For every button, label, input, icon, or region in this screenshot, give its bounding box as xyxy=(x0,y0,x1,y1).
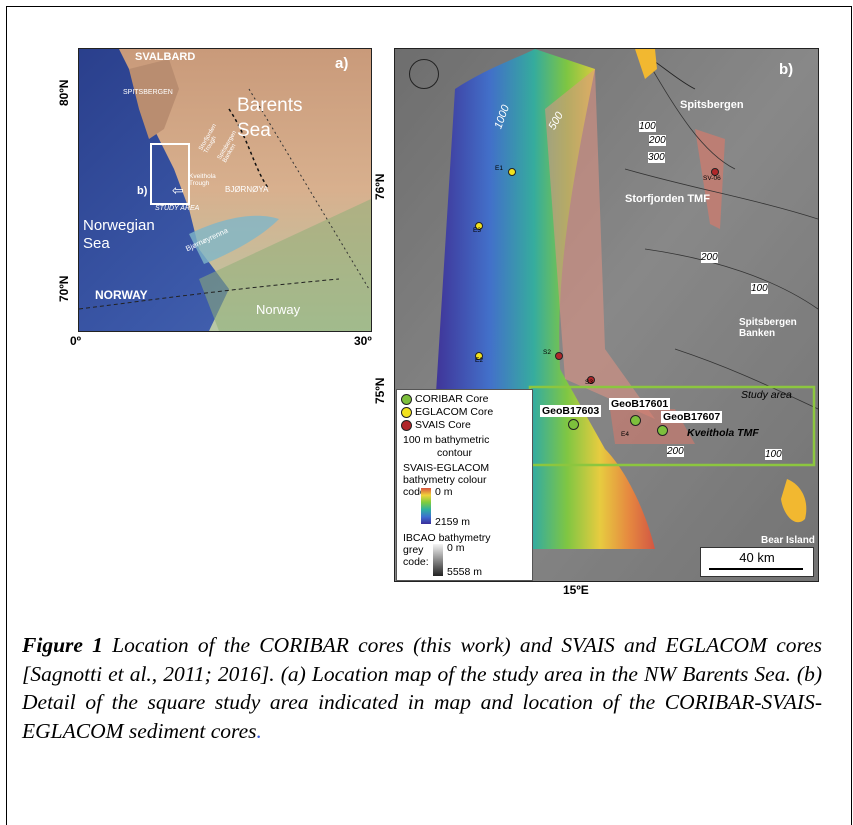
svais-core-marker xyxy=(555,347,563,365)
map-b-kveithola-tmf: Kveithola TMF xyxy=(687,427,759,439)
arrow-left-icon: ⇦ xyxy=(172,182,184,198)
map-a-panel-label: a) xyxy=(335,55,349,72)
core-label: S3 xyxy=(585,379,593,386)
figure-caption: Figure 1 Location of the CORIBAR cores (… xyxy=(22,631,822,745)
contour-label: 200 xyxy=(701,252,718,263)
map-a-terrain xyxy=(79,49,371,331)
figure-label: Figure 1 xyxy=(22,633,103,657)
map-b-lon-15: 15ºE xyxy=(563,583,589,597)
legend-contour-2: contour xyxy=(437,447,473,459)
legend-svais-title-1: SVAIS-EGLACOM xyxy=(403,462,490,474)
contour-label: 300 xyxy=(648,152,665,163)
map-b-panel-label: b) xyxy=(779,61,794,78)
core-label: E3 xyxy=(473,227,481,234)
core-label: E4 xyxy=(621,431,629,438)
legend-svais: SVAIS Core xyxy=(401,419,471,431)
geob-label: GeoB17603 xyxy=(540,405,602,417)
scale-line xyxy=(709,568,803,570)
map-b-study-area: Study area xyxy=(741,389,792,401)
compass-rose-icon xyxy=(409,59,439,89)
map-b-lat-76: 76ºN xyxy=(373,173,387,200)
legend-svais-title-2: bathymetry colour xyxy=(403,474,487,486)
contour-label: 100 xyxy=(751,283,768,294)
map-a-norwegian-sea: Norwegian Sea xyxy=(83,217,155,252)
svais-core-marker xyxy=(587,371,595,389)
map-b-storfjorden-tmf: Storfjorden TMF xyxy=(625,193,710,205)
legend-contour-1: 100 m bathymetric xyxy=(403,434,490,446)
core-label: S2 xyxy=(543,349,551,356)
coribar-core-marker xyxy=(630,413,641,431)
map-a-spitsbergen: SPITSBERGEN xyxy=(123,89,173,96)
geob-label: GeoB17607 xyxy=(661,411,723,423)
figure-frame xyxy=(6,6,852,825)
map-b-spitsbergen: Spitsbergen xyxy=(680,99,744,111)
geob-label: GeoB17601 xyxy=(609,398,671,410)
eglacom-core-marker xyxy=(475,217,483,235)
ibcao-grey-bar xyxy=(433,544,443,576)
map-a-kveithola-trough: Kveithola Trough xyxy=(189,173,216,187)
legend-eglacom: EGLACOM Core xyxy=(401,406,493,418)
contour-label: 200 xyxy=(667,446,684,457)
svais-dot-icon xyxy=(401,419,412,431)
contour-label: 100 xyxy=(765,449,782,460)
map-a-lat-70: 70ºN xyxy=(57,275,71,302)
map-a-lon-30: 30º xyxy=(354,334,372,348)
map-a-norway: Norway xyxy=(256,302,301,317)
core-label: E2 xyxy=(475,357,483,364)
map-a-study-area: STUDY AREA xyxy=(155,205,200,212)
eglacom-dot-icon xyxy=(401,406,412,418)
map-a-barents-sea: Barents Sea xyxy=(237,95,303,141)
scale-bar: 40 km xyxy=(700,547,814,577)
contour-label: 100 xyxy=(639,121,656,132)
map-b-spitsbergen-banken: Spitsbergen Banken xyxy=(739,317,797,339)
legend-ibcao-max: 5558 m xyxy=(447,566,483,578)
eglacom-core-marker xyxy=(475,347,483,365)
coribar-core-marker xyxy=(657,423,668,441)
map-a-bjornoya: BJØRNØYA xyxy=(225,185,269,194)
caption-end: . xyxy=(256,718,262,743)
map-b-bear-island: Bear Island xyxy=(761,535,815,546)
contour-label: 200 xyxy=(649,135,666,146)
legend-svais-max: 2159 m xyxy=(435,516,471,528)
legend-coribar: CORIBAR Core xyxy=(401,393,489,405)
legend-svais-min: 0 m xyxy=(435,486,453,498)
scale-label: 40 km xyxy=(739,550,775,565)
svais-colour-bar xyxy=(421,488,431,524)
coribar-core-marker xyxy=(568,417,579,435)
caption-text: Location of the CORIBAR cores (this work… xyxy=(22,633,822,743)
core-label: E1 xyxy=(495,165,503,172)
svais-core-marker xyxy=(711,163,719,181)
map-a-b-marker: b) xyxy=(137,185,148,197)
legend-ibcao-min: 0 m xyxy=(447,542,465,554)
map-a-lon-0: 0º xyxy=(70,334,82,348)
map-legend: CORIBAR Core EGLACOM Core SVAIS Core 100… xyxy=(396,389,533,581)
legend-ibcao-title-1: IBCAO bathymetry xyxy=(403,532,491,544)
legend-ibcao-title-3: code: xyxy=(403,556,429,568)
core-label: SV-06 xyxy=(703,175,721,182)
eglacom-core-marker xyxy=(508,163,516,181)
coribar-dot-icon xyxy=(401,393,412,405)
map-b-lat-75: 75ºN xyxy=(373,377,387,404)
location-map-a: SVALBARD SPITSBERGEN a) Barents Sea Stor… xyxy=(78,48,372,332)
map-a-svalbard: SVALBARD xyxy=(135,51,196,63)
map-a-norway-caps: NORWAY xyxy=(95,288,148,302)
map-a-lat-80: 80ºN xyxy=(57,79,71,106)
legend-ibcao-title-2: grey xyxy=(403,544,424,556)
